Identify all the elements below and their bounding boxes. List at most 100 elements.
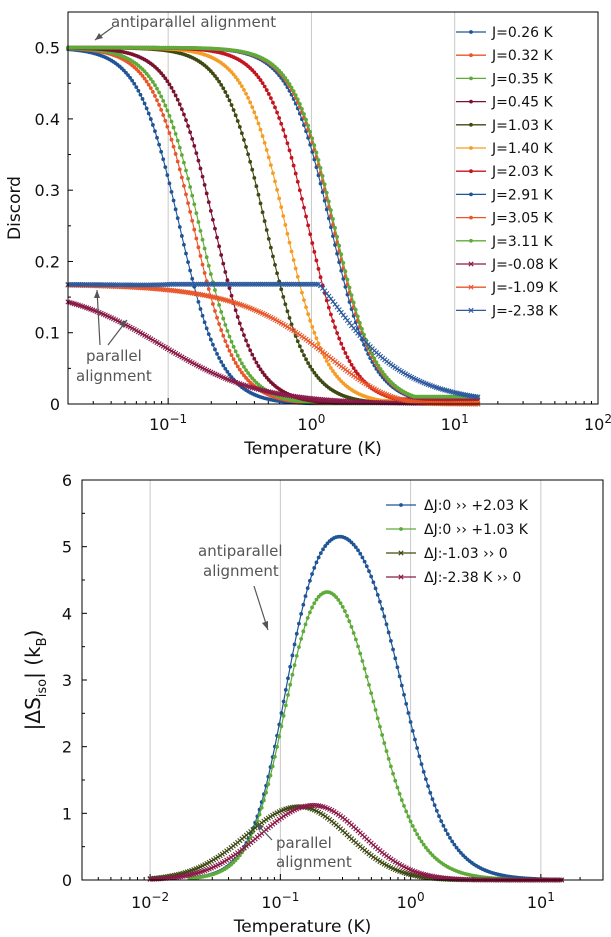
legend-label: ΔJ:-1.03 ›› 0 bbox=[424, 546, 508, 562]
data-point bbox=[213, 309, 217, 313]
data-point bbox=[239, 84, 244, 89]
data-point bbox=[382, 614, 387, 619]
data-point bbox=[303, 622, 308, 627]
data-point bbox=[313, 281, 319, 287]
data-point bbox=[159, 149, 164, 154]
data-point bbox=[198, 307, 203, 311]
data-point bbox=[191, 281, 197, 287]
y-tick-label: 0.3 bbox=[35, 181, 60, 200]
data-point bbox=[277, 196, 282, 201]
data-point bbox=[206, 281, 212, 287]
y-tick-label: 0.1 bbox=[35, 324, 60, 343]
data-point bbox=[271, 100, 275, 105]
data-point bbox=[410, 728, 415, 733]
data-point bbox=[286, 693, 290, 697]
data-point bbox=[264, 148, 269, 152]
data-point bbox=[169, 190, 174, 194]
data-point bbox=[106, 282, 112, 288]
data-point bbox=[404, 702, 409, 706]
data-point bbox=[185, 281, 191, 287]
data-point bbox=[324, 298, 329, 303]
data-point bbox=[223, 270, 228, 274]
data-point bbox=[239, 370, 244, 375]
data-point bbox=[318, 165, 323, 170]
data-point bbox=[257, 281, 264, 287]
legend-label: J=1.03 K bbox=[491, 118, 553, 134]
data-point bbox=[351, 366, 356, 371]
data-point bbox=[165, 124, 170, 129]
data-point bbox=[301, 629, 306, 634]
data-point bbox=[300, 290, 304, 295]
data-point bbox=[235, 78, 240, 82]
legend-label: J=0.35 K bbox=[491, 71, 553, 87]
data-point bbox=[256, 364, 261, 368]
data-point bbox=[272, 754, 277, 759]
data-point bbox=[314, 560, 319, 565]
data-point bbox=[372, 356, 377, 361]
data-point bbox=[283, 134, 288, 139]
legend-label: J=-2.38 K bbox=[491, 303, 559, 319]
data-point bbox=[264, 228, 269, 232]
data-point bbox=[186, 260, 190, 265]
data-point bbox=[125, 282, 131, 288]
data-point bbox=[119, 282, 125, 288]
data-point bbox=[104, 282, 110, 288]
data-point bbox=[322, 182, 327, 187]
discord-panel: 0 0.1 0.2 0.3 0.4 0.5 10−1 100 101 102 Discord Temp… bbox=[5, 11, 611, 459]
data-point bbox=[343, 609, 347, 614]
data-point bbox=[276, 281, 282, 287]
annotation-antiparallel: antiparallel bbox=[198, 542, 283, 560]
data-point bbox=[219, 328, 224, 332]
data-point bbox=[157, 90, 161, 95]
data-point bbox=[211, 71, 215, 76]
data-point bbox=[273, 179, 277, 184]
data-point bbox=[223, 366, 228, 371]
legend-marker bbox=[469, 192, 473, 197]
data-point bbox=[367, 682, 371, 687]
data-point bbox=[281, 295, 286, 299]
data-point bbox=[406, 711, 411, 715]
y-tick-label: 3 bbox=[62, 671, 72, 690]
data-point bbox=[386, 630, 391, 635]
data-point bbox=[356, 644, 360, 649]
legend: ΔJ:0 ›› +2.03 K ΔJ:0 ›› +1.03 K ΔJ:-1.03 ›… bbox=[386, 498, 529, 586]
data-point bbox=[177, 145, 182, 150]
data-point bbox=[279, 724, 284, 729]
data-point bbox=[369, 574, 374, 579]
data-point bbox=[324, 359, 329, 363]
data-point bbox=[448, 836, 452, 840]
data-point bbox=[154, 282, 160, 288]
data-point bbox=[84, 281, 90, 288]
data-point bbox=[250, 167, 255, 172]
data-point bbox=[343, 269, 348, 274]
data-point bbox=[275, 110, 279, 115]
legend-label: J=3.05 K bbox=[491, 211, 553, 227]
data-point bbox=[260, 81, 265, 86]
data-point bbox=[202, 183, 207, 187]
data-point bbox=[150, 282, 156, 288]
data-point bbox=[233, 75, 238, 80]
data-point bbox=[295, 97, 300, 102]
data-point bbox=[397, 792, 402, 796]
data-point bbox=[275, 271, 279, 276]
data-point bbox=[171, 198, 176, 203]
data-point bbox=[202, 271, 207, 275]
data-point bbox=[360, 659, 365, 663]
data-point bbox=[338, 601, 343, 606]
data-point bbox=[155, 86, 159, 91]
data-point bbox=[138, 71, 143, 76]
data-point bbox=[301, 281, 307, 287]
data-point bbox=[380, 607, 385, 611]
data-point bbox=[316, 341, 321, 346]
data-point bbox=[304, 357, 308, 362]
data-point bbox=[198, 166, 203, 171]
data-point bbox=[246, 343, 250, 348]
data-point bbox=[227, 286, 232, 291]
data-point bbox=[375, 592, 380, 597]
data-point bbox=[331, 234, 335, 239]
data-point bbox=[246, 839, 251, 844]
data-point bbox=[169, 137, 174, 142]
data-point bbox=[138, 92, 143, 97]
data-point bbox=[254, 184, 259, 189]
data-point bbox=[355, 314, 360, 319]
